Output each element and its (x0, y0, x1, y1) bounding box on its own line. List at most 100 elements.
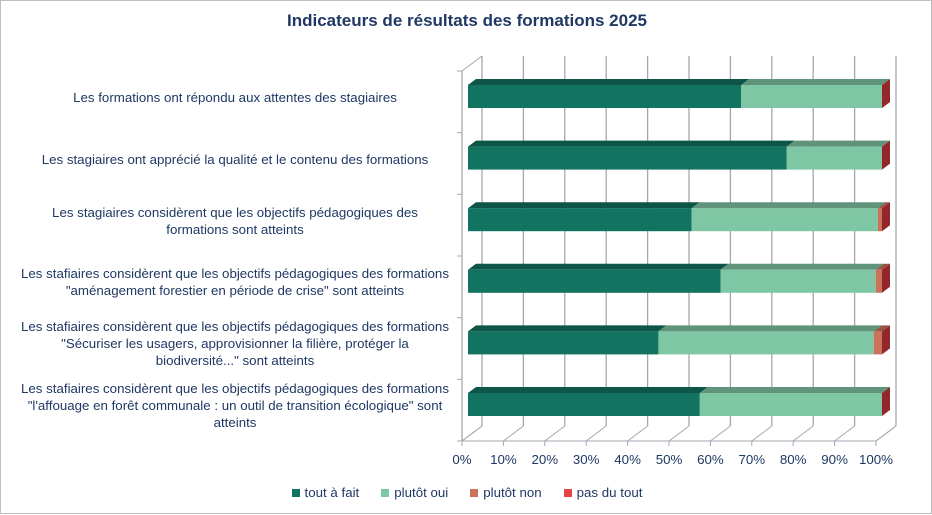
bar-segment (720, 269, 876, 293)
legend-label: plutôt non (483, 485, 542, 500)
wall-edge (875, 425, 897, 442)
category-label-line: "l'affouage en forêt communale : un outi… (27, 398, 443, 413)
category-label: Les formations ont répondu aux attentes … (21, 89, 449, 106)
category-label-line: Les stafiaires considèrent que les objec… (21, 381, 449, 396)
bar-segment-top (468, 325, 667, 332)
bars-layer (468, 79, 890, 416)
bar-segment-top (468, 202, 700, 209)
category-label-line: atteints (213, 415, 257, 430)
floor-gridline (585, 425, 607, 442)
category-label-line: Les stafiaires considèrent que les objec… (21, 266, 449, 282)
floor-gridline (627, 425, 648, 442)
bar-group (468, 263, 890, 293)
legend: tout à fait plutôt oui plutôt non pas du to… (1, 485, 932, 500)
legend-label: plutôt oui (394, 485, 449, 500)
bar-segment (468, 331, 659, 355)
legend-item: plutôt oui (381, 485, 448, 500)
bar-segment (786, 146, 882, 170)
chart-title: Indicateurs de résultats des formations … (287, 11, 647, 30)
wall-edge (461, 55, 483, 72)
legend-swatch (381, 488, 390, 497)
category-label: Les stafiaires considèrent que les objec… (21, 265, 449, 299)
category-label: Les stagiaires ont apprécié la qualité e… (21, 151, 449, 168)
floor-gridline (668, 425, 690, 442)
legend-item: pas du tout (563, 485, 643, 500)
bar-side-face (882, 140, 890, 170)
bar-segment (877, 208, 882, 232)
grid-layer (457, 55, 897, 446)
bar-segment-top (873, 325, 890, 332)
bar-segment (741, 85, 882, 108)
x-tick-label: 0% (452, 452, 471, 467)
bar-segment-top (468, 387, 708, 393)
category-label: Les stafiaires considèrent que les objec… (21, 318, 449, 369)
bar-segment-top (468, 140, 795, 147)
bar-segment-top (875, 263, 890, 270)
floor-gridline (503, 425, 524, 442)
legend-label: pas du tout (576, 485, 643, 500)
wall-edge (461, 425, 483, 442)
bar-segment (691, 208, 878, 232)
x-tick-label: 70% (738, 452, 765, 467)
bar-side-face (882, 263, 890, 293)
x-tick-label: 40% (614, 452, 641, 467)
x-axis-ticks: 0% 10% 20% 30% 40% 50% 60% 70% 80% 90% 100% (452, 452, 893, 467)
x-tick-label: 60% (697, 452, 724, 467)
category-label-line: Les stagiaires ont apprécié la qualité e… (41, 151, 429, 167)
x-tick-label: 50% (656, 452, 683, 467)
bar-group (468, 202, 890, 232)
category-label-line: "Sécuriser les usagers, approvisionner l… (61, 336, 409, 352)
bar-segment-top (468, 263, 729, 270)
x-tick-label: 100% (859, 452, 893, 467)
bar-segment (873, 331, 882, 355)
legend-swatch (291, 488, 300, 497)
x-tick-label: 30% (573, 452, 600, 467)
bar-group (468, 140, 890, 170)
legend-item: plutôt non (470, 485, 542, 500)
bar-segment (468, 208, 692, 232)
bar-side-face (882, 325, 890, 355)
bar-segment (468, 146, 787, 170)
x-tick-label: 10% (490, 452, 517, 467)
x-tick-label: 80% (780, 452, 807, 467)
floor-gridline (544, 425, 566, 442)
category-label: Les stafiaires considèrent que les objec… (21, 380, 449, 431)
bar-segment-top (786, 140, 890, 147)
bar-group (468, 325, 890, 355)
category-label-line: biodiversité..." sont atteints (155, 353, 315, 369)
floor-gridline (710, 425, 731, 442)
category-label-line: Les stafiaires considèrent que les objec… (21, 319, 449, 335)
bar-segment-top (468, 79, 750, 85)
bar-segment-top (720, 263, 884, 270)
bar-segment-top (877, 202, 890, 209)
bar-segment (699, 393, 882, 416)
legend-label: tout à fait (304, 485, 360, 500)
category-label-line: formations sont atteints (166, 221, 304, 237)
bar-side-face (882, 79, 890, 108)
bar-segment (468, 269, 721, 293)
bar-segment-top (699, 387, 890, 393)
bar-segment (658, 331, 874, 355)
category-label: Les stagiaires considèrent que les objec… (21, 204, 449, 238)
floor-gridline (751, 425, 773, 442)
bar-segment (468, 85, 742, 108)
floor-gridline (834, 425, 855, 442)
bar-group (468, 387, 890, 416)
bar-side-face (882, 387, 890, 416)
category-label-line: "aménagement forestier en période de cri… (65, 283, 405, 299)
x-tick-label: 20% (531, 452, 558, 467)
floor-gridline (792, 425, 814, 442)
bar-side-face (882, 202, 890, 232)
bar-segment-top (691, 202, 886, 209)
bar-segment (468, 393, 700, 416)
legend-swatch (470, 488, 479, 497)
bar-segment-top (658, 325, 882, 332)
x-tick-label: 90% (821, 452, 848, 467)
legend-item: tout à fait (291, 485, 360, 500)
category-label-line: Les stagiaires considèrent que les objec… (52, 204, 418, 220)
legend-swatch (563, 488, 572, 497)
bar-segment-top (741, 79, 890, 85)
category-label-line: Les formations ont répondu aux attentes … (73, 90, 397, 105)
